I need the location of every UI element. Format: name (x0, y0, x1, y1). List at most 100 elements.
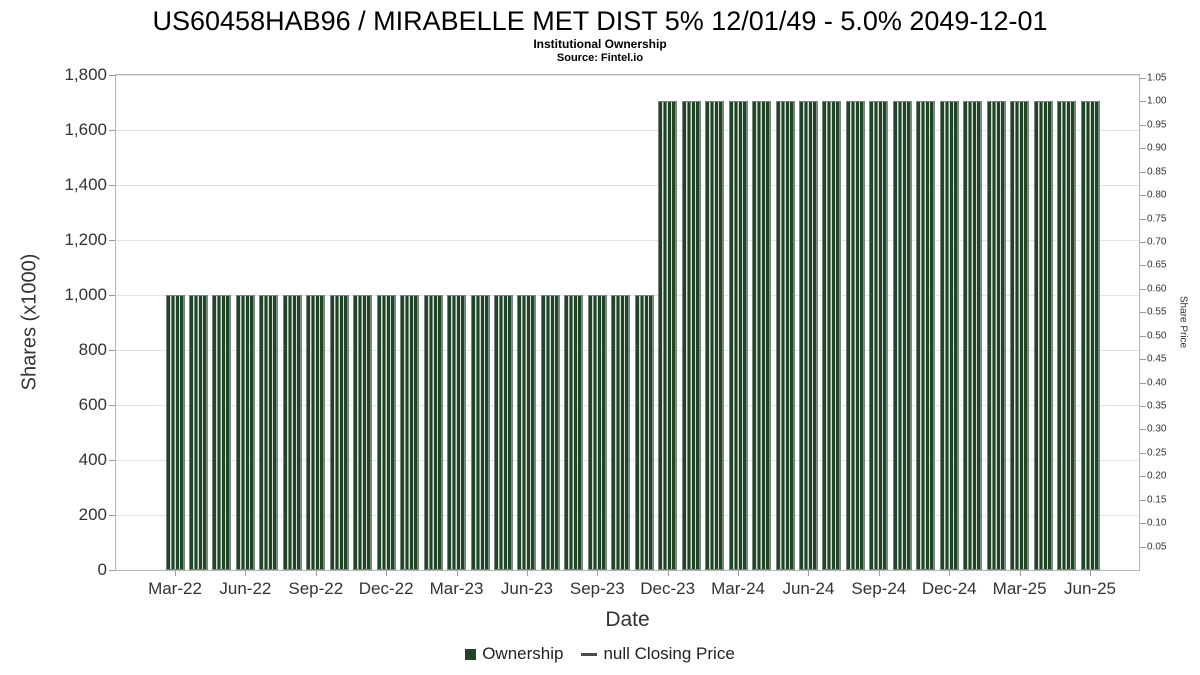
bar (681, 101, 701, 570)
bar (587, 295, 607, 570)
bar (869, 101, 889, 570)
bar (329, 295, 349, 570)
right-axis-title: Share Price (1177, 295, 1189, 349)
chart-subtitle: Institutional Ownership (533, 37, 667, 51)
legend: Ownership null Closing Price (0, 644, 1200, 664)
x-axis-tick-mark (949, 571, 951, 576)
gridline (116, 74, 1139, 76)
left-axis-tick-label: 1,000 (64, 285, 107, 304)
bar (564, 295, 584, 570)
bar (939, 101, 959, 570)
bar (165, 295, 185, 570)
right-axis-tick-mark (1140, 124, 1146, 126)
x-axis-tick-mark (1090, 571, 1091, 576)
x-axis-tick-label: Mar-25 (992, 579, 1047, 598)
right-axis-tick-label: 0.55 (1147, 306, 1167, 318)
legend-label: null Closing Price (603, 644, 735, 663)
bar (540, 295, 560, 570)
x-axis-tick-mark (245, 571, 247, 576)
x-axis-tick-label: Sep-22 (288, 579, 344, 598)
right-axis-tick-label: 0.50 (1147, 330, 1167, 342)
left-axis-tick-label: 800 (78, 340, 107, 359)
bar (188, 295, 208, 570)
x-axis-tick-mark (878, 571, 880, 576)
right-axis-tick-label: 0.40 (1147, 377, 1167, 389)
x-axis-tick-label: Jun-24 (782, 579, 835, 598)
bar (1010, 101, 1030, 570)
left-axis-tick-mark (109, 240, 115, 241)
right-axis-tick-label: 0.30 (1147, 423, 1167, 435)
left-axis-tick-label: 1,400 (64, 175, 107, 194)
bar (845, 101, 865, 570)
bar (493, 295, 513, 570)
x-axis-tick-label: Sep-23 (569, 579, 625, 598)
bar (376, 295, 396, 570)
x-axis-title: Date (605, 608, 650, 631)
left-axis-tick-mark (109, 185, 115, 186)
left-axis-tick-mark (109, 405, 115, 406)
right-axis-tick-mark (1140, 241, 1146, 243)
right-axis-tick-label: 0.75 (1147, 213, 1167, 225)
bar (212, 295, 232, 570)
right-axis-tick-label: 0.90 (1147, 142, 1167, 154)
right-axis-tick-label: 0.65 (1147, 259, 1167, 271)
bar (798, 101, 818, 570)
gridline (116, 239, 1139, 241)
right-axis-tick-mark (1140, 546, 1146, 548)
right-axis-tick-label: 1.00 (1147, 95, 1167, 107)
left-axis-tick-mark (109, 295, 115, 296)
right-axis-tick-label: 1.05 (1147, 72, 1167, 84)
x-axis-tick-label: Mar-23 (429, 579, 484, 598)
x-axis-tick-mark (808, 571, 810, 576)
right-axis-tick-mark (1140, 195, 1146, 197)
x-axis-tick-label: Jun-23 (500, 579, 553, 598)
right-axis-tick-mark (1140, 523, 1146, 525)
right-axis-tick-label: 0.85 (1147, 166, 1167, 178)
x-axis-tick-label: Dec-24 (921, 579, 977, 598)
left-axis-tick-mark (109, 515, 115, 516)
bar (963, 101, 983, 570)
chart-source: Source: Fintel.io (556, 52, 644, 64)
x-axis-tick-mark (315, 571, 317, 576)
left-axis-tick-label: 200 (78, 505, 107, 524)
bar (1033, 101, 1053, 570)
x-axis-tick-mark (456, 571, 458, 576)
legend-square-marker (465, 648, 477, 660)
bar (916, 101, 936, 570)
left-axis-tick-mark (109, 460, 115, 461)
bar (353, 295, 373, 570)
right-axis-tick-label: 0.20 (1147, 470, 1167, 482)
bar (1080, 101, 1100, 570)
x-axis-tick-label: Mar-24 (711, 579, 765, 598)
bar (634, 295, 654, 570)
bar (658, 101, 678, 570)
bar (517, 295, 537, 570)
right-axis-tick-mark (1140, 476, 1146, 478)
legend-item: Ownership (465, 644, 563, 664)
right-axis-tick-label: 0.95 (1147, 119, 1167, 131)
left-axis-tick-mark (109, 570, 115, 571)
left-axis-tick-label: 0 (97, 560, 107, 579)
bar (611, 295, 631, 570)
right-axis-tick-label: 0.05 (1147, 541, 1167, 553)
right-axis-tick-mark (1140, 452, 1146, 454)
x-axis-tick-mark (386, 571, 388, 576)
right-axis-tick-label: 0.45 (1147, 353, 1167, 365)
chart-title: US60458HAB96 / MIRABELLE MET DIST 5% 12/… (152, 6, 1048, 36)
left-axis-tick-mark (109, 130, 115, 131)
right-axis-tick-mark (1140, 101, 1146, 103)
x-axis-tick-label: Mar-22 (148, 579, 202, 598)
right-axis-tick-mark (1140, 335, 1146, 337)
left-axis-tick-label: 600 (78, 395, 107, 414)
bar (235, 295, 255, 570)
right-axis-tick-mark (1140, 312, 1146, 314)
right-axis-tick-label: 0.15 (1147, 494, 1167, 506)
bar (423, 295, 443, 570)
x-axis-tick-label: Jun-25 (1064, 579, 1116, 598)
x-axis-tick-label: Jun-22 (219, 579, 272, 598)
left-axis-tick-label: 1,800 (64, 65, 107, 84)
left-axis-tick-label: 1,200 (64, 230, 107, 249)
left-axis-tick-mark (109, 350, 115, 351)
right-axis-tick-mark (1140, 148, 1146, 150)
bar (892, 101, 912, 570)
